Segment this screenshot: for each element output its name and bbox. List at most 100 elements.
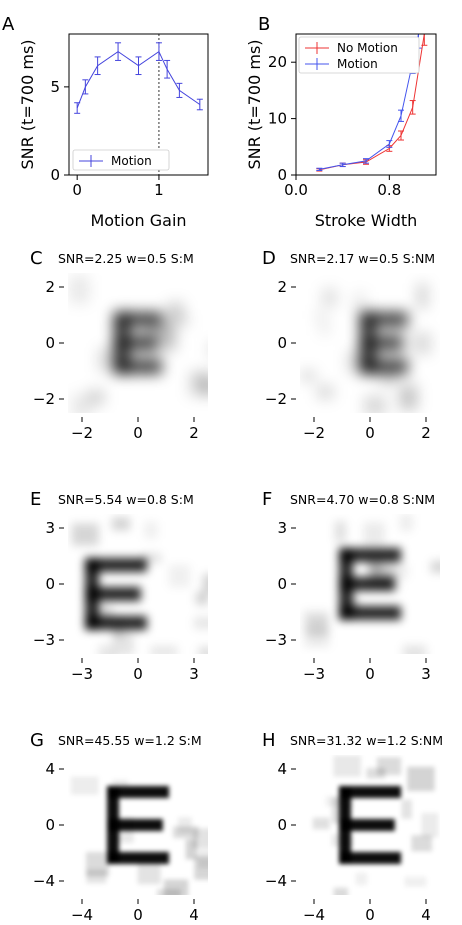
y-tick-label: 20 <box>268 53 287 71</box>
noise-blob <box>300 370 316 381</box>
letter-stroke <box>339 786 401 798</box>
noise-blob <box>202 574 208 593</box>
y-axis-label: SNR (t=700 ms) <box>245 39 264 169</box>
panel-D: D SNR=2.17 w=0.5 S:NM −2 0 2 2 0 −2 <box>262 248 440 442</box>
panel-C: C SNR=2.25 w=0.5 S:M −2 0 2 2 0 −2 <box>30 248 208 442</box>
noise-blob <box>163 879 189 895</box>
legend-label: No Motion <box>337 41 398 55</box>
y-tick-label: 4 <box>45 760 55 778</box>
noise-blob <box>198 646 208 654</box>
noise-blob <box>379 371 397 386</box>
x-tick-label: 0 <box>365 665 375 683</box>
heatmap-blur <box>302 514 440 654</box>
noise-blob <box>333 755 362 777</box>
heatmap-blur <box>312 755 439 895</box>
x-tick-label: 1 <box>154 181 164 199</box>
panel-letter: G <box>30 730 44 751</box>
x-tick-label: −3 <box>71 665 93 683</box>
axes-frame <box>295 33 437 176</box>
y-tick-label: −3 <box>265 631 287 649</box>
noise-blob <box>355 872 368 886</box>
y-tick-label: 0 <box>45 334 55 352</box>
x-tick-label: 0 <box>133 424 143 442</box>
panel-title: SNR=31.32 w=1.2 S:NM <box>290 733 443 748</box>
panel-G: G SNR=45.55 w=1.2 S:M −4 0 4 4 0 −4 <box>30 730 208 924</box>
x-tick-label: 0.8 <box>377 181 401 199</box>
noise-blob <box>137 859 161 885</box>
letter-stroke <box>114 312 162 327</box>
legend-box <box>72 149 170 171</box>
noise-blob <box>416 283 429 309</box>
panel-E: E SNR=5.54 w=0.8 S:M −3 0 3 3 0 −3 <box>30 489 208 683</box>
panel-B: B 0.0 0.8 0 10 20 Stroke Width SNR (t=700 ms) No… <box>245 14 437 230</box>
noise-blob <box>144 521 158 539</box>
letter-stroke <box>360 335 404 351</box>
panel-title: SNR=2.25 w=0.5 S:M <box>58 251 194 266</box>
x-tick-label: 2 <box>421 424 431 442</box>
letter-stroke <box>114 359 162 374</box>
panel-letter: A <box>2 14 15 35</box>
noise-blob <box>69 275 90 304</box>
y-tick-label: −3 <box>33 631 55 649</box>
x-tick-label: 0 <box>133 906 143 924</box>
series-0 <box>74 42 203 114</box>
panel-title: SNR=45.55 w=1.2 S:M <box>58 733 202 748</box>
noise-blob <box>316 384 334 400</box>
noise-blob <box>85 852 110 877</box>
y-tick-label: 2 <box>277 278 287 296</box>
letter-stroke <box>339 819 395 831</box>
letter-stroke <box>85 558 147 572</box>
panel-title: SNR=5.54 w=0.8 S:M <box>58 492 194 507</box>
y-tick-label: 0 <box>45 575 55 593</box>
letter-stroke <box>339 548 401 562</box>
letter-stroke <box>360 359 408 374</box>
x-tick-label: 4 <box>189 906 199 924</box>
y-tick-label: 2 <box>45 278 55 296</box>
x-axis-label: Stroke Width <box>315 211 418 230</box>
y-tick-label: 10 <box>268 110 287 128</box>
heatmap-blur <box>70 776 208 895</box>
noise-blob <box>150 645 178 654</box>
noise-blob <box>363 395 387 413</box>
y-tick-label: 0 <box>277 166 287 184</box>
y-tick-label: 0 <box>50 166 60 184</box>
legend: No Motion Motion <box>298 36 420 74</box>
noise-blob <box>430 560 440 574</box>
noise-blob <box>333 887 348 895</box>
y-tick-label: 0 <box>277 575 287 593</box>
noise-blob <box>198 849 208 869</box>
heatmap-blur <box>71 517 208 654</box>
panel-letter: H <box>262 730 276 751</box>
noise-blob <box>304 628 330 648</box>
panel-letter: D <box>262 248 276 269</box>
noise-blob <box>401 388 417 407</box>
panel-letter: F <box>262 489 272 510</box>
noise-blob <box>412 332 432 355</box>
noise-blob <box>88 389 105 406</box>
x-tick-label: −4 <box>71 906 93 924</box>
noise-blob <box>319 317 330 336</box>
noise-blob <box>334 521 347 542</box>
panel-letter: B <box>258 14 270 35</box>
letter-stroke <box>107 786 169 798</box>
noise-blob <box>168 564 191 588</box>
noise-blob <box>401 799 413 819</box>
heatmap-blur <box>300 283 432 413</box>
x-axis-label: Motion Gain <box>90 211 186 230</box>
noise-blob <box>366 767 386 779</box>
heatmap-image <box>300 273 440 413</box>
y-tick-label: 0 <box>277 816 287 834</box>
panel-title: SNR=2.17 w=0.5 S:NM <box>290 251 435 266</box>
y-tick-label: −2 <box>33 390 55 408</box>
noise-blob <box>195 591 208 605</box>
noise-blob <box>207 341 208 358</box>
x-tick-label: 0 <box>365 906 375 924</box>
noise-blob <box>170 301 185 321</box>
y-tick-label: −4 <box>33 872 55 890</box>
letter-stroke <box>107 852 169 864</box>
heatmap-blur <box>69 275 208 413</box>
y-tick-label: 3 <box>45 519 55 537</box>
noise-blob <box>193 616 208 630</box>
noise-blob <box>98 644 116 654</box>
x-tick-label: 2 <box>189 424 199 442</box>
